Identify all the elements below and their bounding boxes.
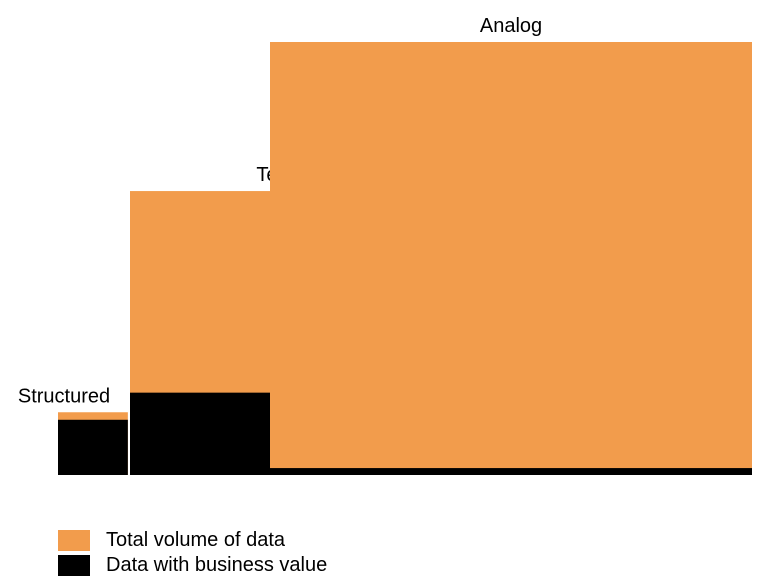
legend: Total volume of data Data with business … — [58, 528, 327, 578]
structured-label: Structured — [18, 385, 110, 407]
block-analog: Analog — [270, 15, 752, 475]
business-value-swatch — [58, 555, 90, 576]
analog-value-area — [270, 468, 752, 475]
structured-value-area — [58, 419, 128, 475]
total-volume-swatch — [58, 530, 90, 551]
analog-label: Analog — [480, 15, 542, 37]
total-volume-legend-label: Total volume of data — [106, 529, 285, 551]
analog-total-area — [270, 42, 752, 475]
business-value-legend-label: Data with business value — [106, 554, 328, 576]
legend-item-value: Data with business value — [58, 553, 327, 578]
legend-item-total: Total volume of data — [58, 528, 327, 553]
block-structured: Structured — [18, 385, 128, 475]
